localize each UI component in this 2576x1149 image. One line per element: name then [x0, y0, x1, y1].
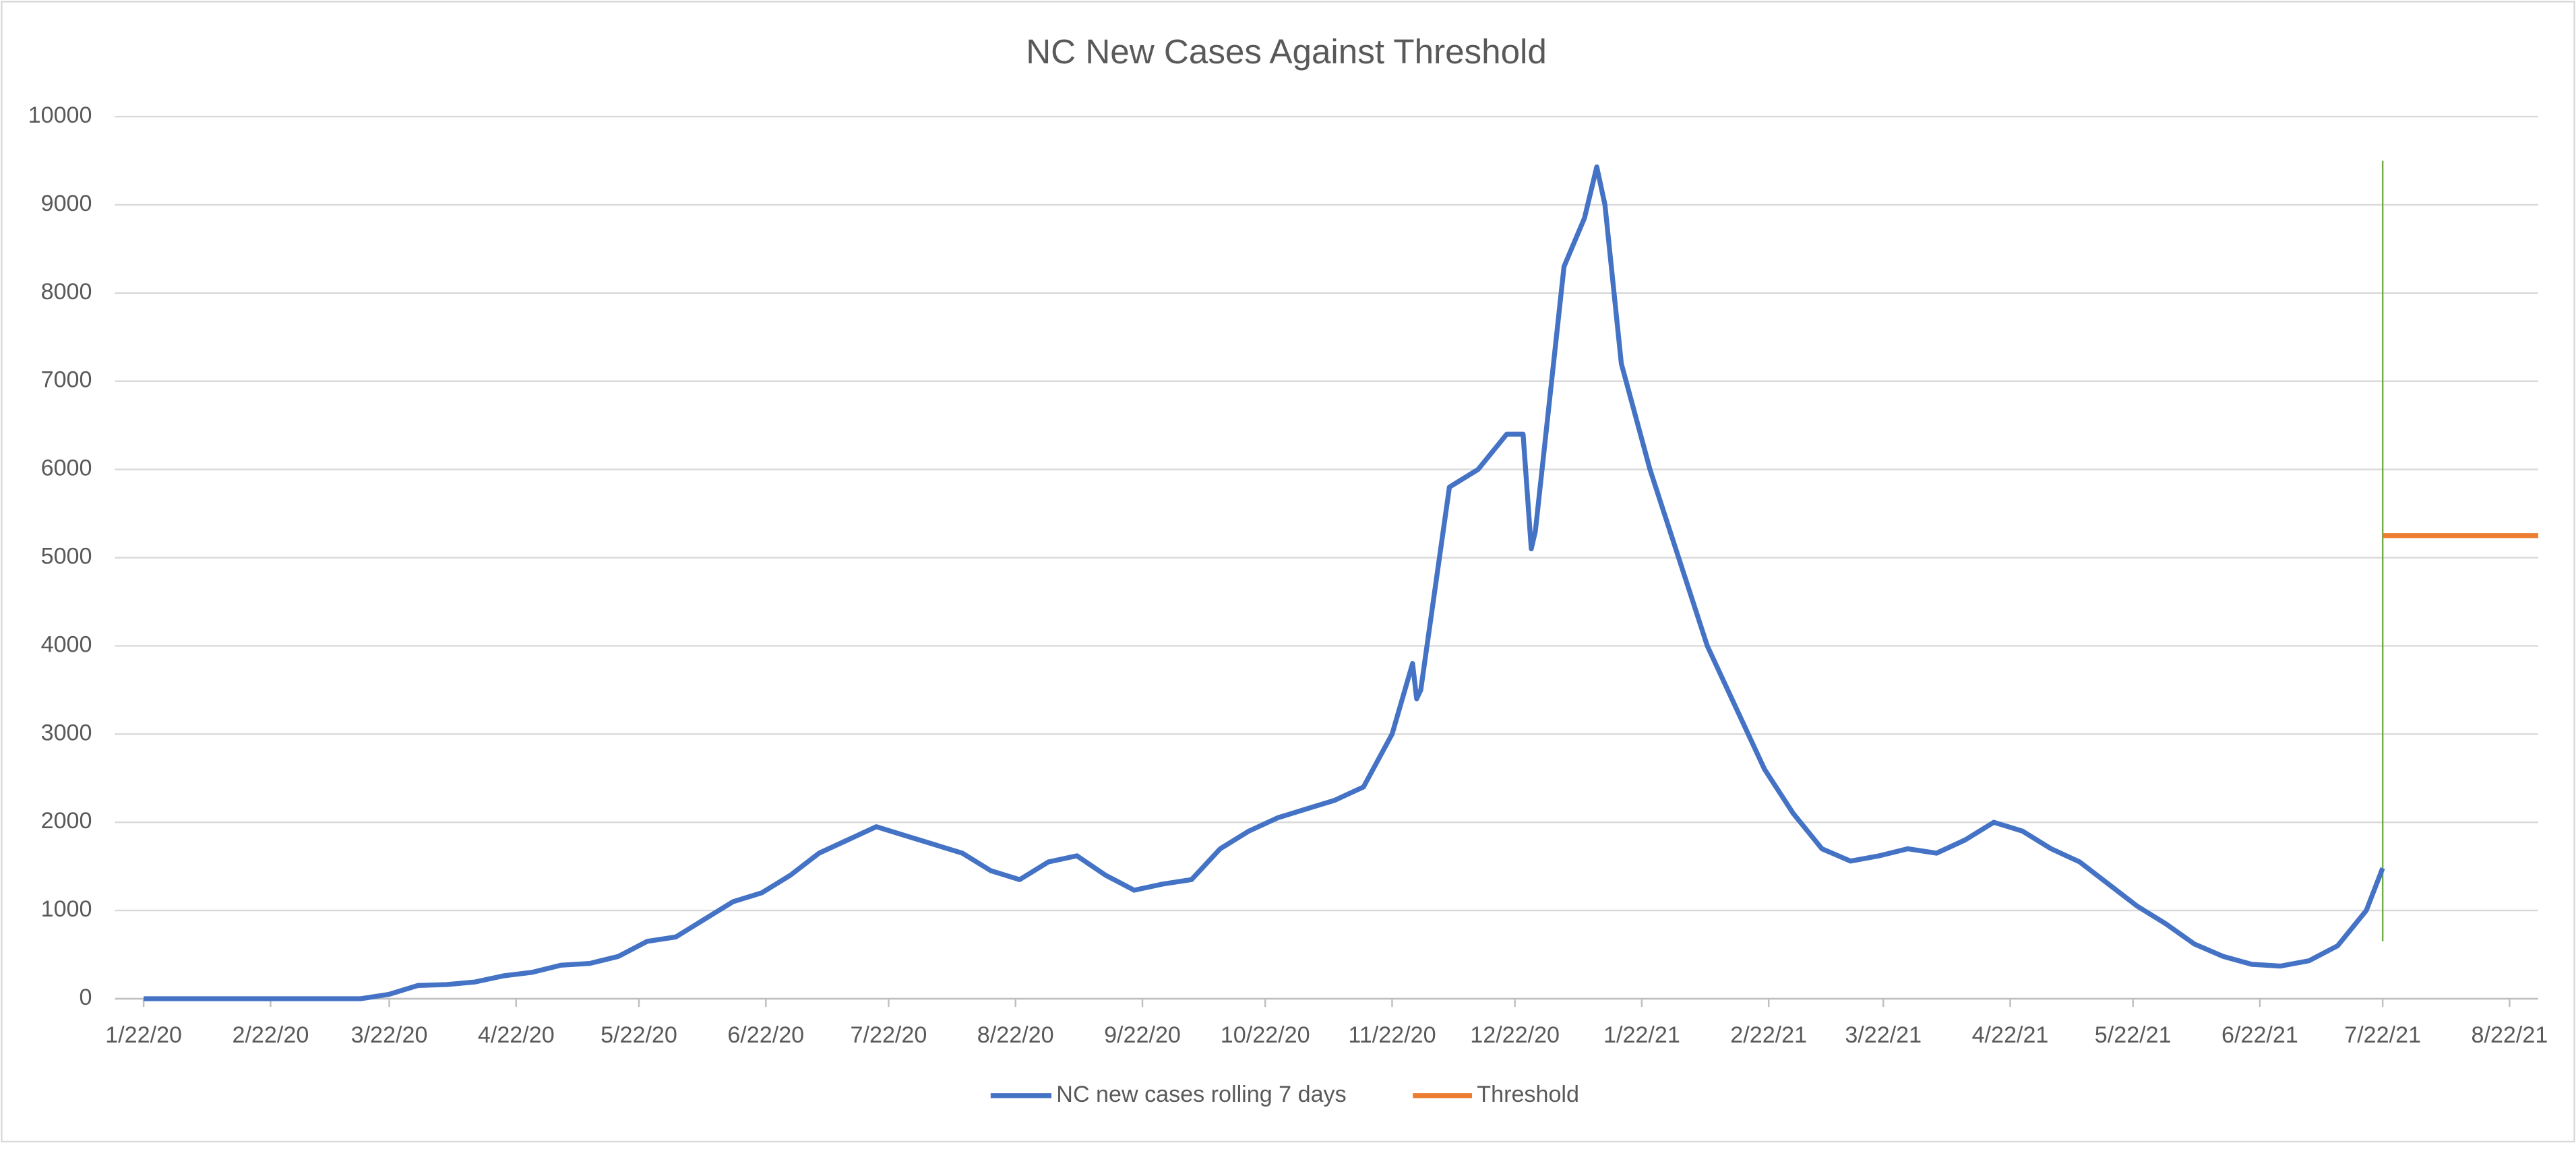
y-tick-label: 0 — [80, 985, 92, 1010]
series-line — [144, 164, 2385, 1001]
y-tick-label: 10000 — [28, 102, 92, 128]
y-tick-label: 8000 — [41, 279, 92, 305]
x-tick-label: 4/22/21 — [1972, 1022, 2049, 1048]
x-tick-label: 8/22/20 — [977, 1022, 1054, 1048]
x-tick-label: 4/22/20 — [478, 1022, 555, 1048]
x-tick-label: 6/22/21 — [2221, 1022, 2298, 1048]
y-tick-label: 2000 — [41, 808, 92, 834]
x-tick-label: 9/22/20 — [1104, 1022, 1181, 1048]
x-tick-label: 10/22/20 — [1221, 1022, 1310, 1048]
x-tick-label: 6/22/20 — [727, 1022, 804, 1048]
x-tick-label: 8/22/21 — [2472, 1022, 2548, 1048]
y-tick-label: 1000 — [41, 896, 92, 922]
x-tick-label: 1/22/21 — [1603, 1022, 1680, 1048]
x-tick-label: 3/22/21 — [1845, 1022, 1922, 1048]
x-tick-label: 11/22/20 — [1348, 1022, 1436, 1048]
legend-label: Threshold — [1477, 1082, 1579, 1107]
x-tick-label: 7/22/21 — [2344, 1022, 2421, 1048]
x-tick-label: 5/22/20 — [601, 1022, 677, 1048]
y-tick-label: 4000 — [41, 631, 92, 657]
x-tick-label: 7/22/20 — [851, 1022, 927, 1048]
x-tick-label: 1/22/20 — [105, 1022, 182, 1048]
y-tick-label: 3000 — [41, 720, 92, 745]
chart-title: NC New Cases Against Threshold — [1026, 32, 1547, 71]
x-tick-label: 12/22/20 — [1470, 1022, 1560, 1048]
y-tick-label: 7000 — [41, 367, 92, 393]
y-tick-label: 5000 — [41, 544, 92, 569]
y-tick-label: 6000 — [41, 456, 92, 481]
x-tick-label: 2/22/21 — [1730, 1022, 1807, 1048]
x-tick-label: 3/22/20 — [351, 1022, 428, 1048]
x-tick-label: 2/22/20 — [232, 1022, 309, 1048]
legend-label: NC new cases rolling 7 days — [1056, 1082, 1346, 1107]
x-tick-label: 5/22/21 — [2095, 1022, 2172, 1048]
y-tick-label: 9000 — [41, 191, 92, 216]
